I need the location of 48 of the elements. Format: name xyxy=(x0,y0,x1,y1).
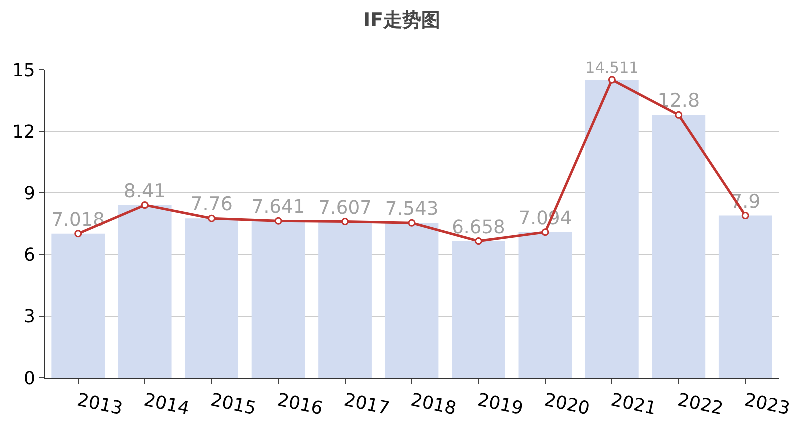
bar xyxy=(452,241,506,378)
y-tick-label: 12 xyxy=(12,122,36,143)
bar xyxy=(518,232,572,378)
data-label: 7.607 xyxy=(318,198,372,219)
point xyxy=(141,202,149,210)
bar xyxy=(385,223,439,378)
bar xyxy=(252,221,306,378)
x-tick-label: 2019 xyxy=(476,390,525,420)
point xyxy=(542,228,550,236)
point xyxy=(274,217,282,225)
point xyxy=(474,238,482,246)
x-tick-label: 2014 xyxy=(142,390,192,420)
data-label: 6.658 xyxy=(452,217,506,238)
y-tick-label: 15 xyxy=(12,60,36,82)
point xyxy=(342,218,350,226)
point xyxy=(742,212,750,220)
bar xyxy=(318,222,372,378)
x-tick-label: 2013 xyxy=(75,390,125,420)
point xyxy=(74,230,82,238)
point xyxy=(408,219,416,227)
data-label: 7.76 xyxy=(190,194,233,216)
bar xyxy=(652,115,706,378)
y-tick-label: 3 xyxy=(24,306,36,328)
data-label: 12.8 xyxy=(658,90,700,112)
x-tick-label: 2016 xyxy=(276,390,325,420)
data-label: 14.511 xyxy=(585,59,639,78)
bar xyxy=(585,80,639,378)
bar xyxy=(185,218,239,378)
bar xyxy=(718,216,772,378)
x-tick-label: 2015 xyxy=(208,390,258,420)
data-label: 7.641 xyxy=(252,197,306,218)
x-tick-label: 2017 xyxy=(342,390,392,420)
data-label: 8.41 xyxy=(124,180,166,202)
x-tick-label: 2022 xyxy=(676,390,726,420)
bar xyxy=(52,234,106,378)
chart-title: IF走势图 xyxy=(363,9,441,32)
point xyxy=(608,76,616,84)
y-tick-label: 6 xyxy=(24,245,36,266)
x-tick-label: 2018 xyxy=(409,390,458,420)
data-label: 7.543 xyxy=(385,199,439,220)
y-tick-label: 9 xyxy=(24,184,36,204)
point xyxy=(675,111,683,119)
bar xyxy=(118,205,172,378)
x-tick-label: 2021 xyxy=(609,390,658,420)
point xyxy=(208,214,216,222)
y-tick-label: 0 xyxy=(24,368,36,390)
x-tick-label: 2023 xyxy=(742,390,792,420)
x-tick-label: 2020 xyxy=(542,390,592,420)
